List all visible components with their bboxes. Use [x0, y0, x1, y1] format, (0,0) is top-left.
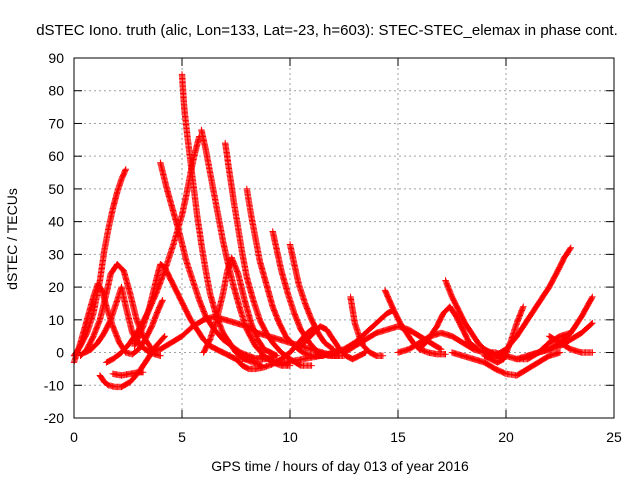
- y-tick-label: 0: [56, 345, 64, 361]
- series-arc-ae: [492, 244, 574, 359]
- x-tick-label: 25: [606, 429, 622, 445]
- series-markers: [546, 333, 596, 356]
- y-tick-label: 90: [48, 50, 64, 66]
- series-markers: [243, 185, 326, 359]
- chart-title: dSTEC Iono. truth (alic, Lon=133, Lat=-2…: [36, 22, 618, 39]
- series-arc-f: [109, 369, 147, 379]
- y-tick-label: 60: [48, 148, 64, 164]
- x-axis-ticks: 0 5 10 15 20 25: [70, 58, 622, 445]
- y-tick-label: 80: [48, 83, 64, 99]
- series-arc-s: [146, 313, 348, 359]
- y-tick-label: 10: [48, 312, 64, 328]
- series-markers: [109, 369, 147, 379]
- x-tick-label: 20: [498, 429, 514, 445]
- y-tick-label: 40: [48, 214, 64, 230]
- data-series: [70, 71, 596, 391]
- y-tick-label: 50: [48, 181, 64, 197]
- series-arc-af: [524, 293, 596, 359]
- series-markers: [416, 303, 482, 353]
- series-arc-w: [340, 323, 445, 356]
- x-tick-label: 5: [178, 429, 186, 445]
- series-markers: [146, 313, 348, 359]
- series-markers: [200, 254, 281, 359]
- series-arc-b: [70, 166, 129, 359]
- y-tick-label: 30: [48, 246, 64, 262]
- y-tick-label: 70: [48, 115, 64, 131]
- series-arc-m: [243, 185, 326, 359]
- series-markers: [347, 293, 387, 359]
- series-markers: [492, 244, 574, 359]
- x-axis-label: GPS time / hours of day 013 of year 2016: [211, 458, 469, 474]
- series-arc-p: [200, 254, 281, 359]
- series-markers: [524, 293, 596, 359]
- y-axis-ticks: -20 -10 0 10 20 30 40 50 60 70 80 90: [44, 50, 614, 426]
- plot-frame: [73, 57, 615, 419]
- series-arc-z: [416, 303, 482, 353]
- x-tick-label: 0: [70, 429, 78, 445]
- series-markers: [70, 166, 129, 359]
- series-arc-u: [347, 293, 387, 359]
- x-tick-label: 10: [282, 429, 298, 445]
- series-arc-ab: [448, 349, 564, 379]
- x-tick-label: 15: [390, 429, 406, 445]
- series-markers: [340, 323, 445, 356]
- y-tick-label: -20: [44, 410, 64, 426]
- series-markers: [448, 349, 564, 379]
- series-arc-ah: [546, 333, 596, 356]
- y-tick-label: -10: [44, 377, 64, 393]
- y-tick-label: 20: [48, 279, 64, 295]
- y-axis-label: dSTEC / TECUs: [4, 188, 20, 290]
